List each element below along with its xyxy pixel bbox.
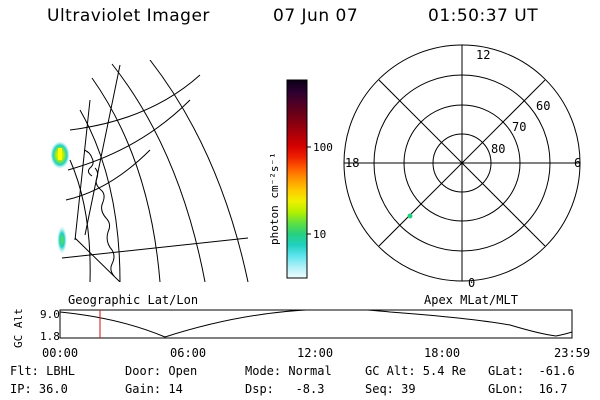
colorbar: 100 10 photon cm⁻²s⁻¹: [268, 79, 333, 279]
glon-status: GLon: 16.7: [488, 382, 568, 396]
polar-axis: [378, 79, 546, 247]
lon-line: [65, 149, 151, 201]
altitude-frame: [59, 309, 573, 339]
lat-line: [149, 60, 249, 282]
observation-date: 07 Jun 07: [273, 6, 359, 26]
time-tick-label: 23:59: [554, 346, 590, 360]
lon-line: [67, 99, 191, 171]
mlt-label-6: 6: [574, 156, 581, 170]
lon-line: [84, 64, 121, 236]
coastline: [83, 149, 94, 177]
lat-line: [91, 77, 161, 282]
alt-axis-label: GC Alt: [12, 308, 25, 348]
mode-status: Mode: Normal: [245, 364, 332, 378]
mlat-label-60: 60: [536, 99, 550, 113]
mlt-label-12: 12: [476, 48, 490, 62]
glat-status: GLat: -61.6: [488, 364, 575, 378]
sequence-status: Seq: 39: [365, 382, 416, 396]
door-status: Door: Open: [125, 364, 198, 378]
instrument-title: Ultraviolet Imager: [47, 6, 210, 26]
gain-status: Gain: 14: [125, 382, 183, 396]
gc-alt-status: GC Alt: 5.4 Re: [365, 364, 467, 378]
dsp-status: Dsp: -8.3: [245, 382, 325, 396]
instrument-status-block: Flt: LBHL IP: 36.0 Door: Open Gain: 14 M…: [0, 362, 600, 400]
lat-line: [111, 63, 206, 282]
mlt-label-18: 18: [345, 156, 359, 170]
lon-line: [74, 99, 91, 241]
observation-time: 01:50:37 UT: [428, 6, 539, 26]
time-tick-label: 06:00: [170, 346, 206, 360]
lon-line: [69, 74, 201, 131]
colorbar-scale: [286, 79, 308, 279]
colorbar-tick-label: 10: [313, 228, 326, 241]
header-bar: Ultraviolet Imager 07 Jun 07 01:50:37 UT: [0, 0, 600, 34]
ip-status: IP: 36.0: [10, 382, 68, 396]
time-tick-label: 12:00: [297, 346, 333, 360]
map-grid: [61, 60, 249, 282]
altitude-timeline: 9.0 1.8 GC Alt 00:00 06:00 12:00 18:00 2…: [12, 308, 590, 360]
colorbar-tick-label: 100: [313, 141, 333, 154]
aurora-emission-core: [58, 148, 62, 160]
alt-tick-label: 1.8: [40, 330, 60, 343]
mlat-label-70: 70: [512, 120, 526, 134]
filter-status: Flt: LBHL: [10, 364, 76, 378]
altitude-curve: [60, 310, 572, 338]
lat-line: [69, 159, 91, 282]
lon-line: [61, 237, 249, 259]
polar-emission-spot: [407, 213, 413, 219]
map-caption: Geographic Lat/Lon: [68, 293, 198, 307]
time-tick-label: 18:00: [424, 346, 460, 360]
plots-canvas: 100 10 photon cm⁻²s⁻¹ 12 18 6 0 60 70 80…: [12, 44, 590, 360]
mlat-label-80: 80: [491, 142, 505, 156]
coastline: [94, 167, 115, 277]
geographic-map-panel: [50, 60, 249, 282]
polar-mlat-mlt-panel: 12 18 6 0 60 70 80: [343, 44, 581, 290]
time-tick-label: 00:00: [42, 346, 78, 360]
alt-tick-label: 9.0: [40, 308, 60, 321]
mlt-label-0: 0: [468, 276, 475, 290]
aurora-emission: [57, 226, 67, 254]
polar-caption: Apex MLat/MLT: [424, 293, 518, 307]
colorbar-units-label: photon cm⁻²s⁻¹: [268, 152, 281, 245]
